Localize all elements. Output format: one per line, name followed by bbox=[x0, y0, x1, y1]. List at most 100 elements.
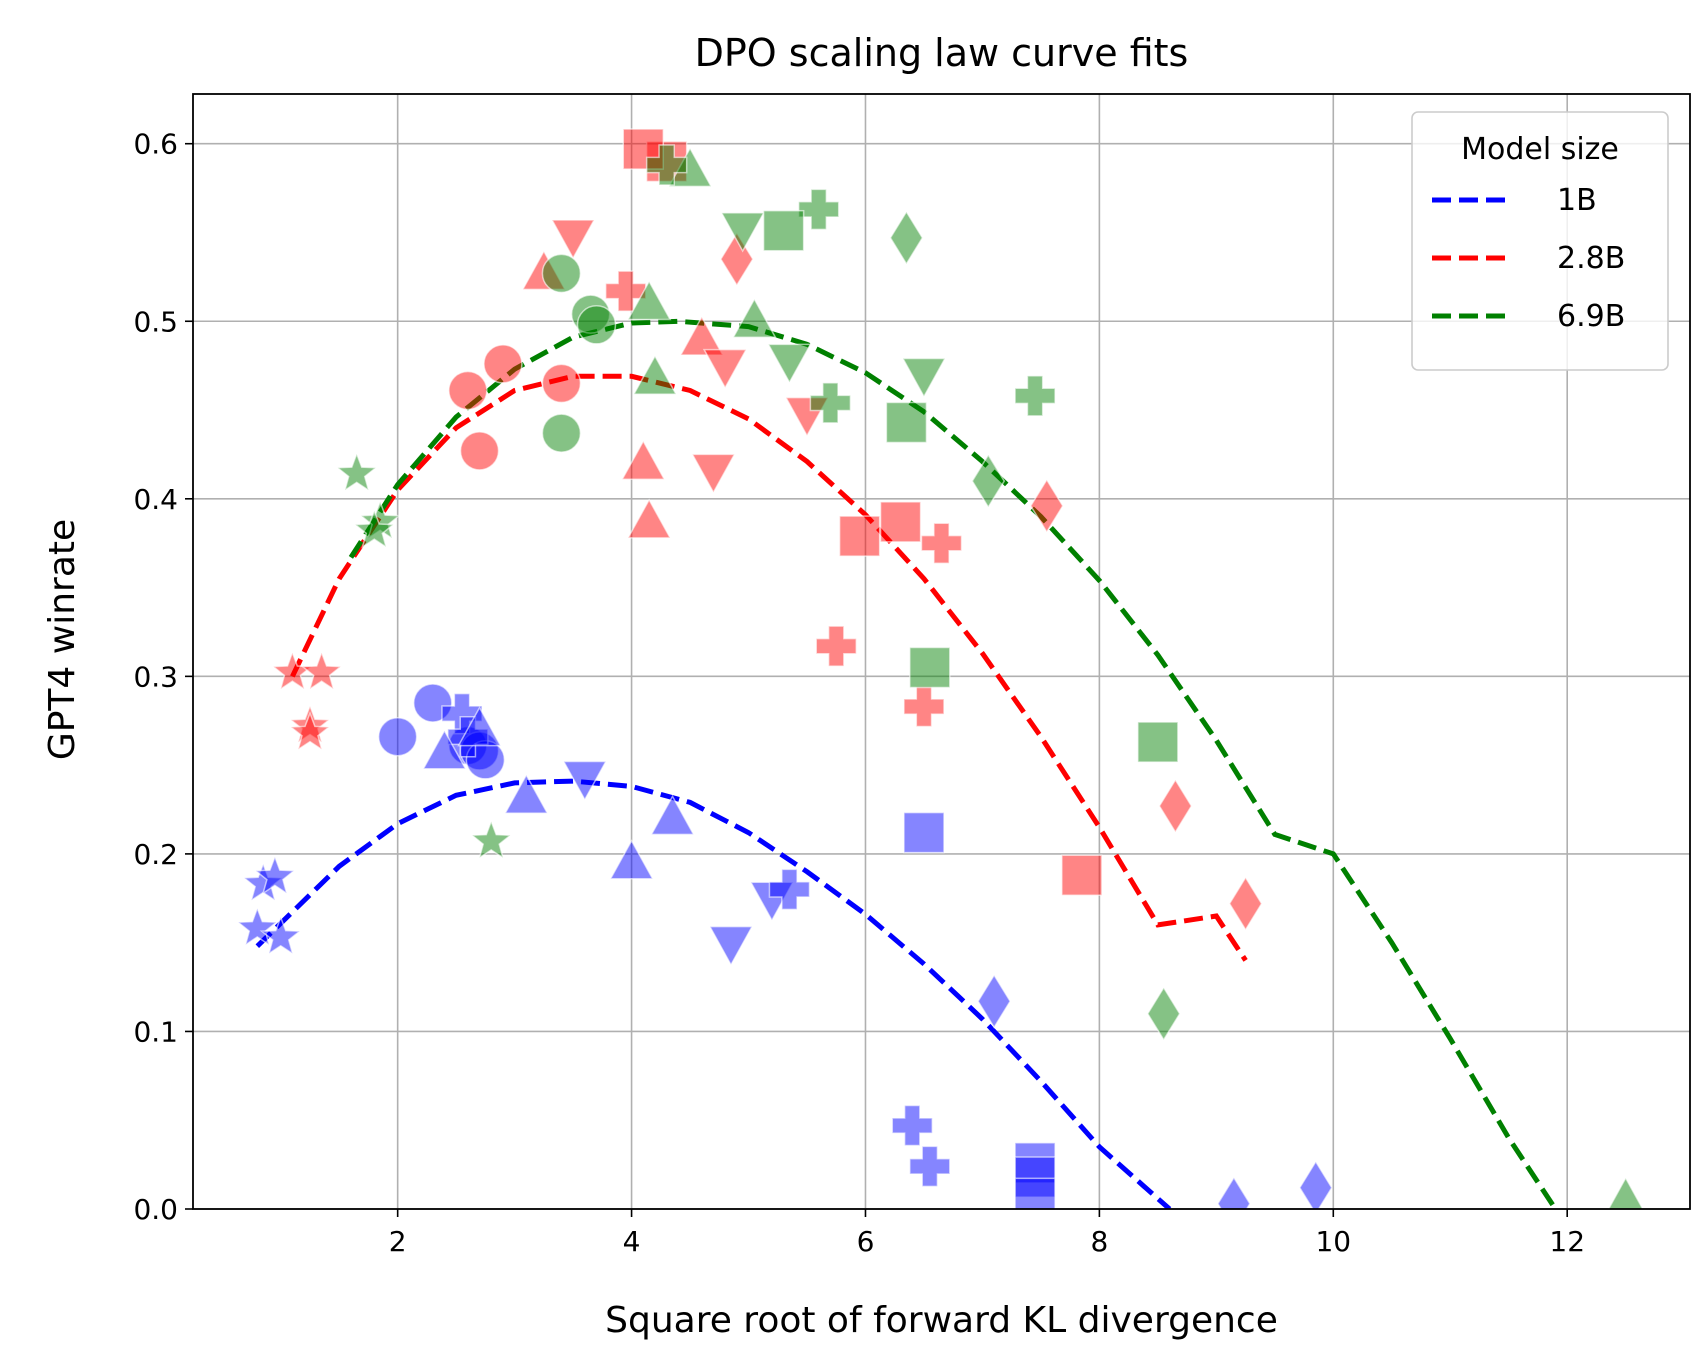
data-point-star bbox=[353, 508, 396, 549]
data-point-plus bbox=[447, 715, 489, 758]
grid bbox=[193, 94, 1690, 1210]
data-point-circle bbox=[570, 294, 611, 334]
data-point-triangle-up bbox=[632, 354, 678, 395]
data-point-triangle-down bbox=[767, 343, 812, 384]
data-point-star bbox=[288, 703, 332, 745]
legend: Model size 1B 2.8B 6.9B bbox=[1411, 111, 1669, 371]
data-point-plus bbox=[891, 1104, 934, 1147]
data-point-triangle-up bbox=[679, 315, 725, 356]
y-tick-label: 0.6 bbox=[133, 128, 178, 161]
y-tick-label: 0.5 bbox=[133, 305, 178, 338]
x-tick-label: 6 bbox=[857, 1225, 875, 1258]
data-point-plus bbox=[920, 522, 963, 564]
data-point-circle bbox=[483, 344, 523, 384]
legend-label: 1B bbox=[1557, 183, 1597, 218]
data-point-square bbox=[838, 515, 881, 557]
data-point-diamond bbox=[971, 453, 1006, 509]
data-point-plus bbox=[645, 144, 688, 186]
x-tick-label: 8 bbox=[1090, 1225, 1108, 1258]
data-point-triangle-down bbox=[720, 212, 765, 253]
data-point-triangle-up bbox=[609, 839, 654, 880]
data-point-triangle-down bbox=[708, 925, 754, 967]
data-point-circle bbox=[459, 431, 500, 471]
data-point-triangle-down bbox=[562, 760, 608, 802]
legend-box bbox=[1411, 111, 1669, 371]
data-point-square bbox=[1014, 1156, 1056, 1198]
data-point-triangle-up bbox=[650, 794, 695, 836]
data-point-star bbox=[359, 499, 402, 540]
data-point-triangle-up bbox=[422, 729, 467, 770]
fit-curve-2.8B bbox=[290, 373, 1248, 962]
data-point-square bbox=[1014, 1142, 1056, 1184]
data-point-plus bbox=[809, 382, 852, 424]
data-point-triangle-up bbox=[1607, 1176, 1644, 1209]
fit-curve-6.9B bbox=[348, 318, 1558, 1209]
data-point-square bbox=[909, 646, 951, 689]
y-tick-label: 0.1 bbox=[133, 1015, 178, 1048]
x-tick-label: 12 bbox=[1549, 1225, 1585, 1258]
data-point-triangle-down bbox=[702, 348, 748, 390]
data-point-circle bbox=[541, 253, 582, 294]
data-point-square bbox=[645, 140, 688, 183]
data-point-star bbox=[288, 711, 332, 752]
series-points-1B bbox=[236, 683, 1333, 1209]
data-point-star bbox=[470, 819, 513, 860]
series-points-6.9B bbox=[335, 144, 1644, 1209]
data-point-circle bbox=[541, 363, 582, 404]
data-point-circle bbox=[448, 370, 488, 411]
data-point-diamond bbox=[1029, 478, 1064, 534]
legend-label: 6.9B bbox=[1557, 299, 1625, 334]
data-point-star bbox=[259, 915, 302, 956]
series-points-2.8B bbox=[271, 128, 1263, 932]
data-point-square bbox=[1014, 1177, 1056, 1209]
data-point-triangle-up bbox=[626, 279, 672, 321]
data-point-diamond bbox=[1298, 1160, 1333, 1209]
data-point-diamond bbox=[1158, 778, 1193, 834]
x-tick-label: 10 bbox=[1315, 1225, 1351, 1258]
y-axis-label: GPT4 winrate bbox=[42, 519, 83, 760]
data-point-diamond bbox=[1216, 1176, 1251, 1209]
y-tick-label: 0.3 bbox=[133, 660, 178, 693]
data-point-circle bbox=[576, 305, 617, 345]
legend-entries: 1B 2.8B 6.9B bbox=[1432, 183, 1625, 334]
data-point-triangle-down bbox=[784, 396, 830, 438]
data-point-plus bbox=[441, 692, 483, 735]
data-point-triangle-up bbox=[457, 706, 502, 747]
data-point-star bbox=[300, 650, 343, 691]
fit-curve-1B bbox=[255, 778, 1172, 1209]
data-point-triangle-up bbox=[521, 249, 567, 291]
data-point-triangle-up bbox=[626, 498, 672, 539]
data-point-diamond bbox=[1146, 986, 1181, 1042]
data-point-square bbox=[622, 128, 665, 170]
data-point-square bbox=[903, 811, 945, 854]
data-point-plus bbox=[1014, 375, 1056, 417]
x-tick-label: 2 bbox=[389, 1225, 407, 1258]
legend-label: 2.8B bbox=[1557, 241, 1625, 276]
data-point-triangle-down bbox=[691, 453, 736, 494]
data-point-star bbox=[253, 854, 296, 895]
y-tick-label: 0.4 bbox=[133, 483, 178, 516]
data-point-diamond bbox=[719, 231, 754, 287]
data-point-circle bbox=[541, 413, 582, 453]
data-point-triangle-up bbox=[504, 773, 549, 814]
plot-frame bbox=[192, 93, 1691, 1210]
legend-title: Model size bbox=[1461, 132, 1619, 167]
data-point-diamond bbox=[977, 973, 1012, 1029]
data-points bbox=[236, 128, 1644, 1209]
data-point-plus bbox=[909, 1145, 951, 1188]
data-point-triangle-up bbox=[667, 146, 713, 188]
y-tick-label: 0.0 bbox=[133, 1193, 178, 1226]
data-point-triangle-up bbox=[620, 439, 666, 481]
data-point-plus bbox=[903, 685, 945, 728]
data-point-diamond bbox=[1228, 876, 1263, 932]
data-point-star bbox=[236, 906, 279, 947]
data-point-plus bbox=[768, 868, 811, 911]
data-point-triangle-down bbox=[550, 219, 596, 260]
data-point-square bbox=[1061, 854, 1103, 896]
data-point-diamond bbox=[889, 210, 924, 266]
data-point-triangle-up bbox=[732, 297, 777, 339]
data-point-plus bbox=[815, 625, 857, 667]
data-point-triangle-down bbox=[901, 357, 947, 399]
x-tick-label: 4 bbox=[623, 1225, 641, 1258]
